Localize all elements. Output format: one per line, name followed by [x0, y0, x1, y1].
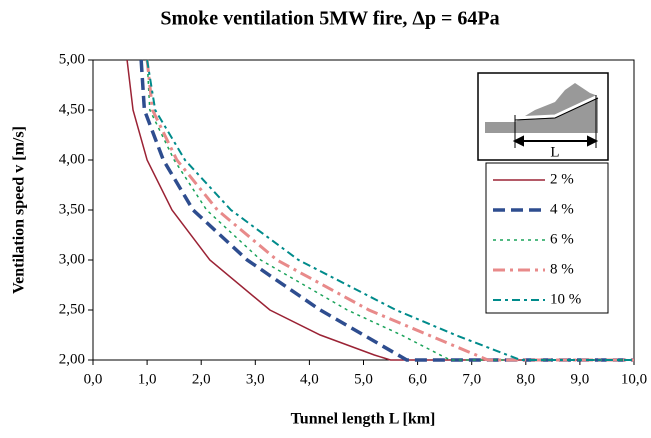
- x-tick-label: 7,0: [462, 371, 481, 387]
- series-line: [145, 59, 634, 362]
- x-tick-label: 2,0: [192, 371, 211, 387]
- tunnel-line: [514, 97, 599, 121]
- y-tick-label: 5,00: [59, 51, 85, 67]
- y-tick-label: 2,50: [59, 301, 85, 317]
- x-tick-label: 10,0: [621, 371, 647, 387]
- y-tick-label: 3,50: [59, 201, 85, 217]
- series-line: [146, 59, 634, 361]
- y-axis-label: Ventilation speed v [m/s]: [11, 126, 28, 294]
- x-tick-label: 0,0: [84, 371, 103, 387]
- tunnel: [514, 94, 599, 120]
- series-line: [146, 59, 634, 361]
- x-tick-label: 8,0: [516, 371, 535, 387]
- chart-title: Smoke ventilation 5MW fire, Δp = 64Pa: [160, 8, 499, 30]
- legend-label: 8 %: [550, 261, 574, 277]
- legend-label: 4 %: [550, 201, 574, 217]
- legend-label: 10 %: [550, 291, 581, 307]
- y-tick-label: 3,00: [59, 251, 85, 267]
- y-tick-label: 4,00: [59, 151, 85, 167]
- legend-frame: [485, 162, 609, 314]
- legend-label: 2 %: [550, 171, 574, 187]
- x-tick-label: 1,0: [138, 371, 157, 387]
- plot-area: 2,00 2,50 3,00 3,50 4,00 4,50 5,00 0,0 1,0 2,0 3,0…: [59, 51, 647, 387]
- x-tick-label: 4,0: [300, 371, 319, 387]
- series-line: [126, 59, 634, 361]
- legend-label: 6 %: [550, 231, 574, 247]
- inset-label: L: [550, 144, 559, 160]
- x-tick-label: 3,0: [246, 371, 265, 387]
- y-tick-label: 2,00: [59, 351, 85, 367]
- x-axis-label: Tunnel length L [km]: [291, 411, 436, 428]
- x-tick-label: 5,0: [354, 371, 373, 387]
- x-tick-label: 9,0: [571, 371, 590, 387]
- series-line: [139, 59, 634, 362]
- inset-diagram: L: [477, 72, 609, 161]
- y-tick-label: 4,50: [59, 101, 85, 117]
- dim-arrow: [512, 135, 599, 147]
- x-tick-label: 6,0: [408, 371, 427, 387]
- legend: 2 % 4 % 6 % 8 % 10 %: [493, 171, 581, 307]
- mountain: [485, 83, 598, 133]
